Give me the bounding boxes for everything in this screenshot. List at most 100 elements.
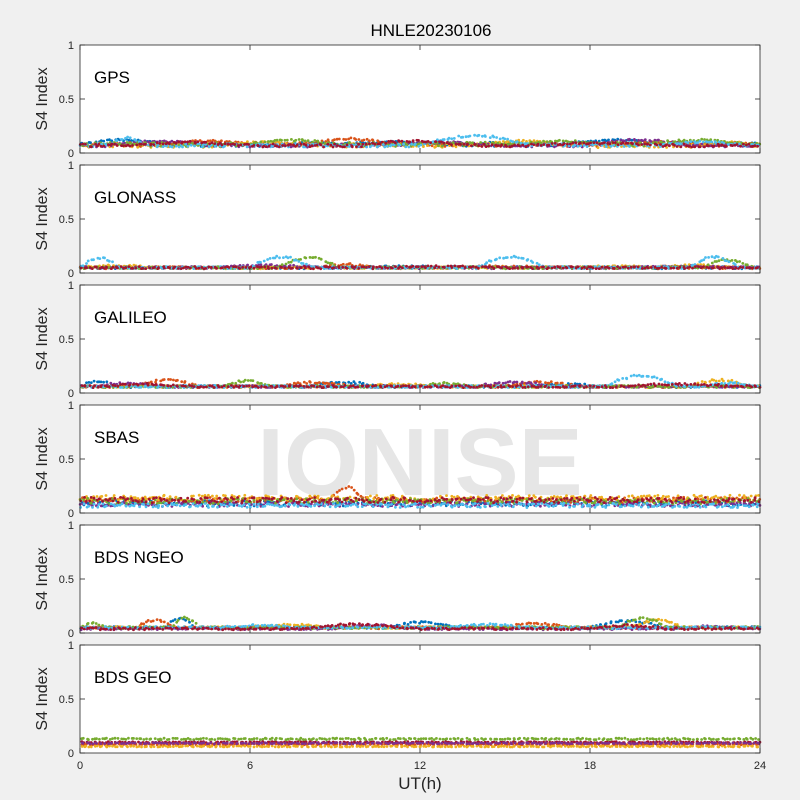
data-point bbox=[636, 265, 640, 269]
data-point bbox=[439, 140, 443, 144]
data-point bbox=[506, 137, 509, 141]
data-point bbox=[326, 261, 330, 265]
data-point bbox=[488, 136, 492, 140]
data-point bbox=[434, 264, 438, 268]
data-point bbox=[537, 263, 541, 267]
data-point bbox=[607, 138, 610, 142]
data-point bbox=[574, 141, 578, 145]
data-point bbox=[319, 143, 323, 147]
data-point bbox=[710, 261, 714, 265]
data-point bbox=[419, 143, 423, 147]
data-point bbox=[616, 143, 620, 147]
data-point bbox=[521, 257, 525, 260]
data-point bbox=[393, 141, 397, 145]
data-point bbox=[710, 255, 714, 259]
data-point bbox=[468, 141, 472, 145]
data-point bbox=[131, 144, 134, 147]
data-point bbox=[745, 263, 749, 267]
data-point bbox=[714, 379, 718, 383]
data-point bbox=[707, 266, 711, 270]
data-point bbox=[484, 135, 487, 138]
data-point bbox=[149, 142, 153, 146]
data-point bbox=[266, 140, 270, 143]
data-point bbox=[183, 380, 187, 383]
data-point bbox=[704, 256, 707, 259]
data-point bbox=[538, 380, 542, 384]
data-point bbox=[383, 265, 387, 269]
data-point bbox=[539, 144, 543, 147]
data-point bbox=[598, 142, 601, 146]
data-point bbox=[547, 381, 551, 385]
data-point bbox=[582, 141, 586, 145]
data-point bbox=[207, 265, 211, 269]
data-point bbox=[263, 140, 267, 144]
data-point bbox=[702, 140, 705, 144]
y-tick-label: 1 bbox=[68, 160, 74, 172]
data-point bbox=[368, 265, 371, 268]
data-point bbox=[738, 265, 742, 269]
data-point bbox=[443, 265, 446, 269]
data-point bbox=[710, 140, 713, 144]
data-point bbox=[487, 265, 491, 268]
data-point bbox=[354, 138, 358, 141]
data-point bbox=[158, 139, 162, 143]
data-point bbox=[461, 264, 464, 268]
data-point bbox=[468, 134, 472, 138]
data-point bbox=[561, 266, 565, 270]
data-point bbox=[457, 134, 461, 138]
data-point bbox=[730, 259, 734, 262]
data-point bbox=[401, 266, 404, 270]
data-point bbox=[267, 267, 270, 270]
data-point bbox=[225, 140, 229, 143]
data-point bbox=[360, 145, 363, 149]
data-point bbox=[717, 140, 721, 144]
data-point bbox=[275, 254, 279, 258]
data-point bbox=[135, 143, 139, 147]
data-point bbox=[341, 265, 345, 269]
data-point bbox=[361, 142, 365, 146]
data-point bbox=[450, 137, 454, 141]
data-point bbox=[417, 139, 420, 142]
data-point bbox=[727, 260, 731, 264]
data-point bbox=[335, 137, 339, 141]
data-point bbox=[103, 256, 106, 260]
data-point bbox=[626, 141, 630, 145]
data-point bbox=[397, 140, 401, 143]
data-point bbox=[733, 263, 737, 266]
data-point bbox=[542, 139, 545, 143]
data-point bbox=[85, 262, 88, 265]
data-point bbox=[316, 266, 320, 270]
data-point bbox=[706, 144, 710, 148]
data-point bbox=[741, 262, 745, 265]
data-point bbox=[453, 264, 457, 268]
data-point bbox=[703, 145, 706, 149]
data-point bbox=[657, 266, 661, 270]
data-point bbox=[585, 145, 589, 149]
data-point bbox=[305, 382, 309, 385]
data-point bbox=[234, 381, 238, 385]
data-point bbox=[525, 140, 528, 143]
data-point bbox=[521, 266, 525, 270]
data-point bbox=[706, 263, 710, 267]
data-point bbox=[278, 256, 281, 260]
data-point bbox=[648, 143, 652, 147]
data-point bbox=[373, 142, 377, 146]
data-point bbox=[167, 142, 171, 146]
data-point bbox=[643, 142, 646, 146]
data-point bbox=[660, 140, 663, 144]
data-point bbox=[501, 381, 505, 385]
y-axis-label: S4 Index bbox=[34, 187, 51, 250]
data-point bbox=[301, 262, 305, 265]
data-point bbox=[140, 142, 143, 146]
data-point bbox=[501, 140, 505, 143]
data-point bbox=[284, 262, 288, 266]
data-point bbox=[322, 145, 325, 149]
data-point bbox=[291, 266, 294, 270]
data-point bbox=[602, 141, 606, 145]
data-point bbox=[715, 260, 718, 263]
data-point bbox=[477, 266, 480, 270]
data-point bbox=[302, 380, 306, 384]
data-point bbox=[368, 142, 371, 146]
